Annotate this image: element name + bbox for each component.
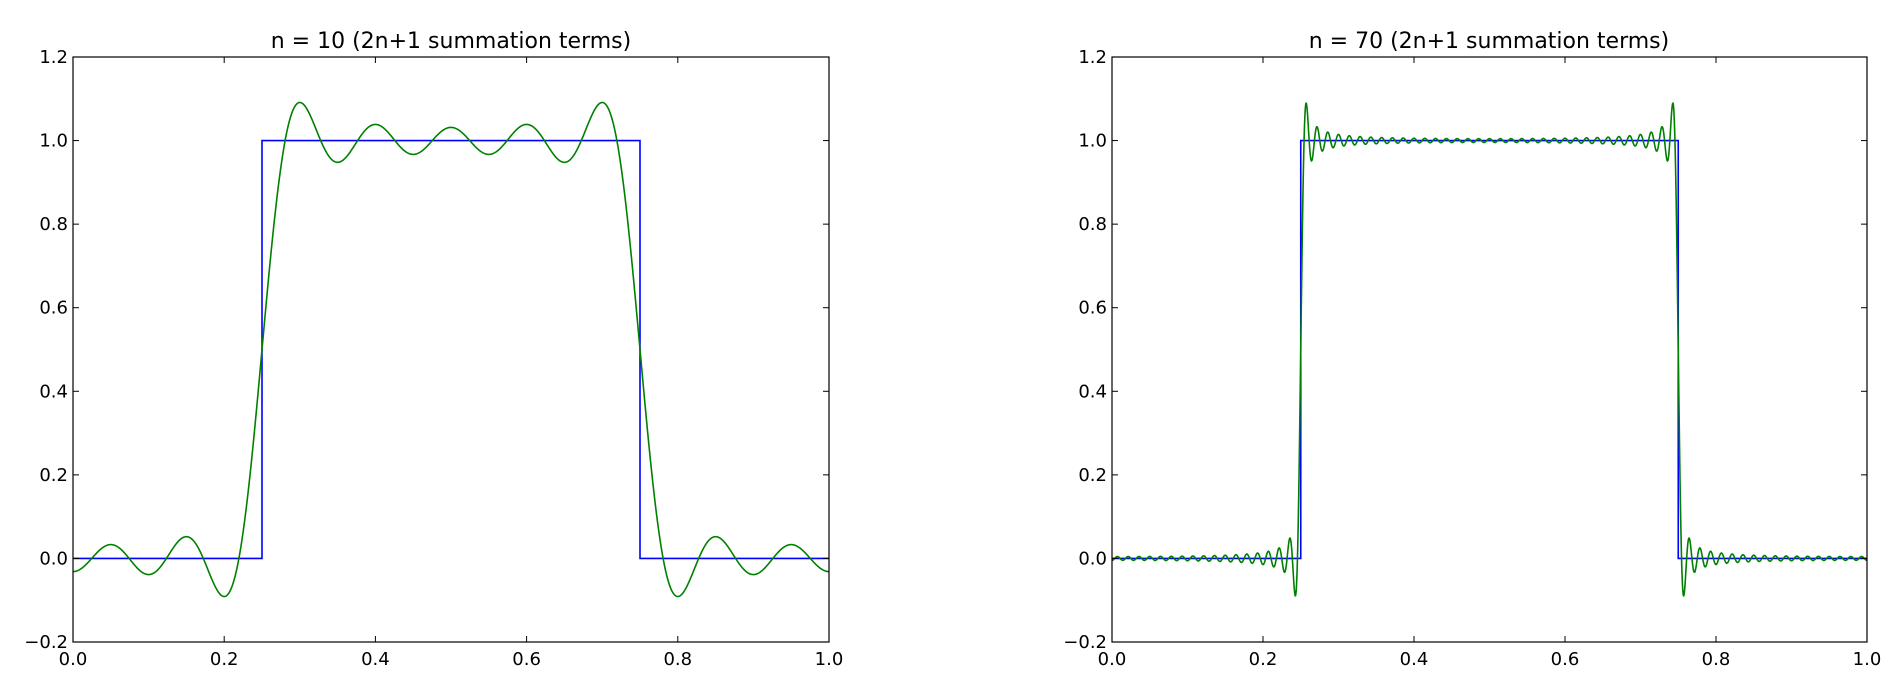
square-wave-line <box>73 139 829 560</box>
x-tick-label: 0.0 <box>1098 649 1127 670</box>
x-tick-label: 0.6 <box>1551 649 1580 670</box>
axes-frame <box>72 56 830 643</box>
y-tick-label: 1.2 <box>39 47 68 68</box>
square-wave-line <box>1112 139 1867 560</box>
y-tick-label: 0.4 <box>1078 381 1107 402</box>
y-tick-label: 0.2 <box>1078 465 1107 486</box>
y-tick-label: 0.0 <box>1078 548 1107 569</box>
y-tick-label: 0.0 <box>39 548 68 569</box>
y-tick-label: −0.2 <box>1063 632 1107 653</box>
right-plot: n = 70 (2n+1 summation terms) 0.0 0.2 0.4 0… <box>1063 29 1881 670</box>
x-tick-label: 0.2 <box>210 649 239 670</box>
y-tick-label: 1.0 <box>1078 131 1107 152</box>
y-tick-label: 0.8 <box>1078 214 1107 235</box>
y-tick-label: 0.4 <box>39 381 68 402</box>
fourier-approximation-line <box>1112 102 1867 597</box>
x-tick-label: 0.8 <box>1702 649 1731 670</box>
y-tick-label: −0.2 <box>24 632 68 653</box>
plot-title: n = 10 (2n+1 summation terms) <box>271 29 631 54</box>
x-tick-label: 0.6 <box>512 649 541 670</box>
y-tick-label: 0.6 <box>39 298 68 319</box>
x-tick-label: 1.0 <box>815 649 844 670</box>
x-tick-label: 0.0 <box>59 649 88 670</box>
y-tick-label: 1.2 <box>1078 47 1107 68</box>
fourier-approximation-line <box>73 101 829 598</box>
x-tick-label: 1.0 <box>1853 649 1882 670</box>
axes-frame <box>1111 56 1868 643</box>
x-tick-label: 0.4 <box>361 649 390 670</box>
y-tick-label: 0.6 <box>1078 298 1107 319</box>
plot-title: n = 70 (2n+1 summation terms) <box>1309 29 1669 54</box>
y-tick-label: 1.0 <box>39 131 68 152</box>
x-tick-label: 0.8 <box>663 649 692 670</box>
y-tick-label: 0.2 <box>39 465 68 486</box>
y-tick-label: 0.8 <box>39 214 68 235</box>
left-plot: n = 10 (2n+1 summation terms) 0.0 0.2 0.4 0… <box>24 29 843 670</box>
x-tick-label: 0.2 <box>1249 649 1278 670</box>
x-tick-label: 0.4 <box>1400 649 1429 670</box>
